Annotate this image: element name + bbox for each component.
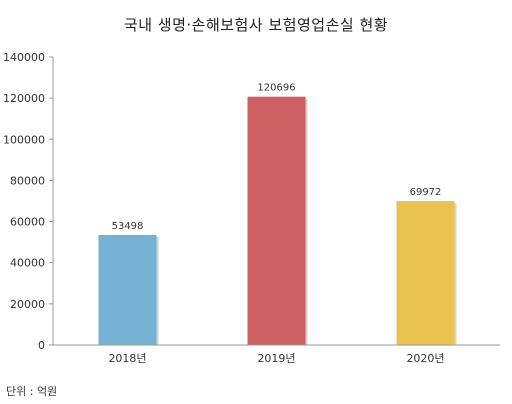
bars: 53498 120696 69972 bbox=[98, 83, 457, 345]
x-tick-label: 2020년 bbox=[406, 352, 444, 365]
x-axis: 2018년 2019년 2020년 bbox=[53, 344, 500, 365]
y-tick-label: 100000 bbox=[3, 133, 45, 146]
y-tick-label: 120000 bbox=[3, 92, 45, 105]
y-tick-label: 60000 bbox=[10, 216, 45, 229]
y-axis: 0 20000 40000 60000 80000 100000 120000 140000 bbox=[3, 51, 54, 352]
data-label: 53498 bbox=[112, 221, 144, 232]
unit-note: 단위 : 억원 bbox=[6, 385, 58, 398]
y-tick-label: 140000 bbox=[3, 51, 45, 64]
x-tick-label: 2018년 bbox=[108, 352, 146, 365]
bar bbox=[98, 234, 157, 345]
data-label: 69972 bbox=[410, 187, 442, 198]
bar bbox=[247, 96, 306, 345]
chart-title: 국내 생명·손해보험사 보험영업손실 현황 bbox=[123, 16, 389, 34]
data-label: 120696 bbox=[257, 83, 295, 94]
x-tick-label: 2019년 bbox=[257, 352, 295, 365]
y-tick-label: 40000 bbox=[10, 257, 45, 270]
y-tick-label: 0 bbox=[38, 339, 45, 352]
y-tick-label: 20000 bbox=[10, 298, 45, 311]
bar bbox=[396, 201, 455, 345]
y-tick-label: 80000 bbox=[10, 174, 45, 187]
